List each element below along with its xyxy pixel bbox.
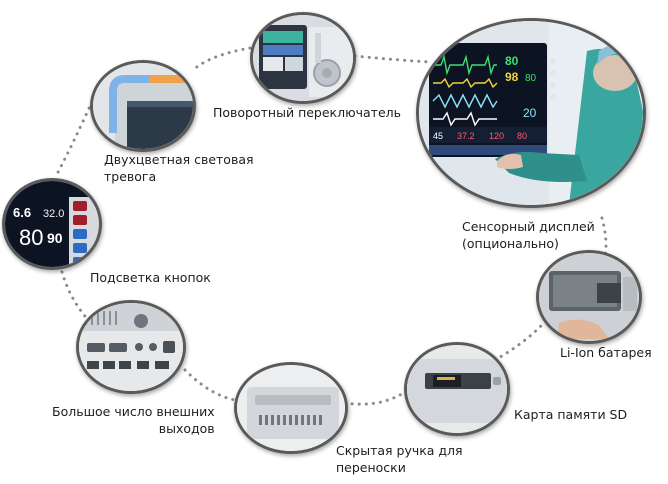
- backlight-screen-image: 6.6 32.0 80 90: [5, 181, 99, 267]
- monitor-bottom-2: 37.2: [457, 131, 475, 141]
- dual-color-alarm-circle: [90, 60, 196, 152]
- monitor-bottom-3: 120: [489, 131, 504, 141]
- rotary-knob-image: [253, 15, 353, 101]
- backlight-value-left: 6.6: [13, 205, 31, 220]
- label-li-ion-battery: Li-Ion батарея: [560, 345, 652, 360]
- monitor-value-3: 80: [525, 73, 537, 84]
- label-many-outputs: Большое число внешних выходов: [52, 404, 215, 436]
- label-touch-display: Сенсорный дисплей (опционально): [462, 219, 595, 251]
- many-outputs-circle: [76, 300, 186, 394]
- label-hidden-handle: Скрытая ручка для переноски: [336, 443, 463, 475]
- backlight-value-mid: 32.0: [43, 208, 64, 220]
- backlight-value-big2: 90: [47, 230, 63, 246]
- outputs-panel-image: [79, 303, 183, 391]
- rotary-knob-circle: [250, 12, 356, 104]
- touch-display-circle: 80 98 80 20 45 37.2 120 80: [416, 18, 646, 208]
- handle-image: [237, 365, 345, 451]
- sd-card-circle: [404, 342, 510, 436]
- monitor-value-1: 80: [505, 54, 519, 68]
- label-dual-color-alarm: Двухцветная световая тревога: [104, 152, 254, 184]
- hidden-handle-circle: [234, 362, 348, 454]
- label-sd-card: Карта памяти SD: [514, 407, 628, 422]
- battery-image: [539, 253, 639, 341]
- label-rotary-knob: Поворотный переключатель: [213, 105, 401, 120]
- touch-monitor-image: 80 98 80 20 45 37.2 120 80: [419, 21, 643, 205]
- monitor-bottom-4: 80: [517, 131, 527, 141]
- monitor-value-2: 98: [505, 70, 519, 84]
- button-backlight-circle: 6.6 32.0 80 90: [2, 178, 102, 270]
- backlight-value-big1: 80: [19, 225, 43, 250]
- li-ion-battery-circle: [536, 250, 642, 344]
- monitor-value-4: 20: [523, 106, 537, 120]
- label-button-backlight: Подсветка кнопок: [90, 270, 211, 285]
- alarm-light-image: [93, 63, 193, 149]
- monitor-bottom-1: 45: [433, 131, 443, 141]
- sd-card-image: [407, 345, 507, 433]
